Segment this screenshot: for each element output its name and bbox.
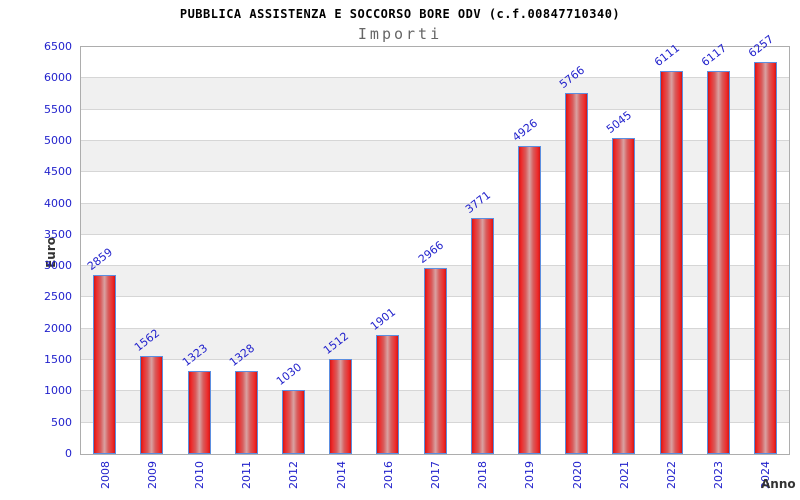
bar-2012 [281, 389, 305, 454]
bar-2018 [470, 217, 494, 454]
chart-subtitle: Importi [357, 25, 443, 43]
y-tick-label: 4500 [44, 165, 72, 179]
x-tick-label: 2008 [98, 461, 112, 489]
x-tick-label: 2012 [287, 461, 301, 489]
bar-2021 [612, 138, 636, 454]
x-tick-label: 2009 [145, 461, 159, 489]
grid-band [81, 78, 789, 110]
bar-2023 [706, 70, 730, 454]
plot-area: 2859 1562 1323 1328 1030 1512 1901 2966 3771 4926… [80, 33, 790, 455]
bar-2019 [517, 145, 541, 454]
y-tick-label: 500 [51, 415, 72, 429]
x-tick-label: 2022 [665, 461, 678, 489]
bar-2022 [659, 71, 683, 454]
bar-2009 [140, 356, 164, 454]
x-tick-label: 2014 [334, 461, 348, 489]
y-tick-label: 6000 [44, 71, 72, 85]
y-tick-label: 1500 [44, 353, 72, 367]
y-tick-label: 5000 [44, 133, 72, 147]
grid-band [81, 47, 789, 79]
bar-2008 [93, 274, 117, 454]
x-tick-label: 2020 [570, 461, 584, 489]
x-tick-label: 2018 [476, 461, 490, 489]
y-tick-label: 4000 [44, 196, 72, 210]
x-tick-label: 2021 [617, 461, 631, 489]
bar-2011 [234, 370, 258, 454]
bar-2016 [376, 334, 400, 454]
grid-band [81, 140, 789, 173]
chart-title: PUBBLICA ASSISTENZA E SOCCORSO BORE ODV … [179, 7, 621, 21]
y-tick-label: 6500 [44, 40, 72, 53]
bar-2024 [753, 62, 777, 454]
bar-2014 [329, 359, 353, 454]
grid-band [81, 172, 789, 204]
y-tick-label: 2000 [44, 321, 72, 335]
grid-band [81, 109, 789, 141]
x-tick-label: 2011 [240, 461, 254, 489]
y-tick-label: 3500 [44, 227, 72, 241]
x-tick-label: 2019 [523, 461, 537, 489]
x-tick-label: 2016 [381, 461, 395, 489]
x-axis-title: Anno [761, 477, 796, 491]
y-tick-label: 3000 [44, 259, 72, 273]
y-tick-label: 1000 [44, 384, 72, 398]
bar-2020 [565, 92, 589, 454]
x-tick-label: 2023 [712, 461, 726, 489]
bar-2010 [187, 371, 211, 454]
y-tick-label: 2500 [44, 290, 72, 304]
x-tick-label: 2017 [429, 461, 442, 489]
grid-band [81, 203, 789, 235]
x-tick-label: 2010 [193, 461, 206, 489]
bar-2017 [423, 268, 447, 454]
y-tick-label: 5500 [44, 102, 72, 116]
y-tick-label: 0 [65, 447, 72, 460]
